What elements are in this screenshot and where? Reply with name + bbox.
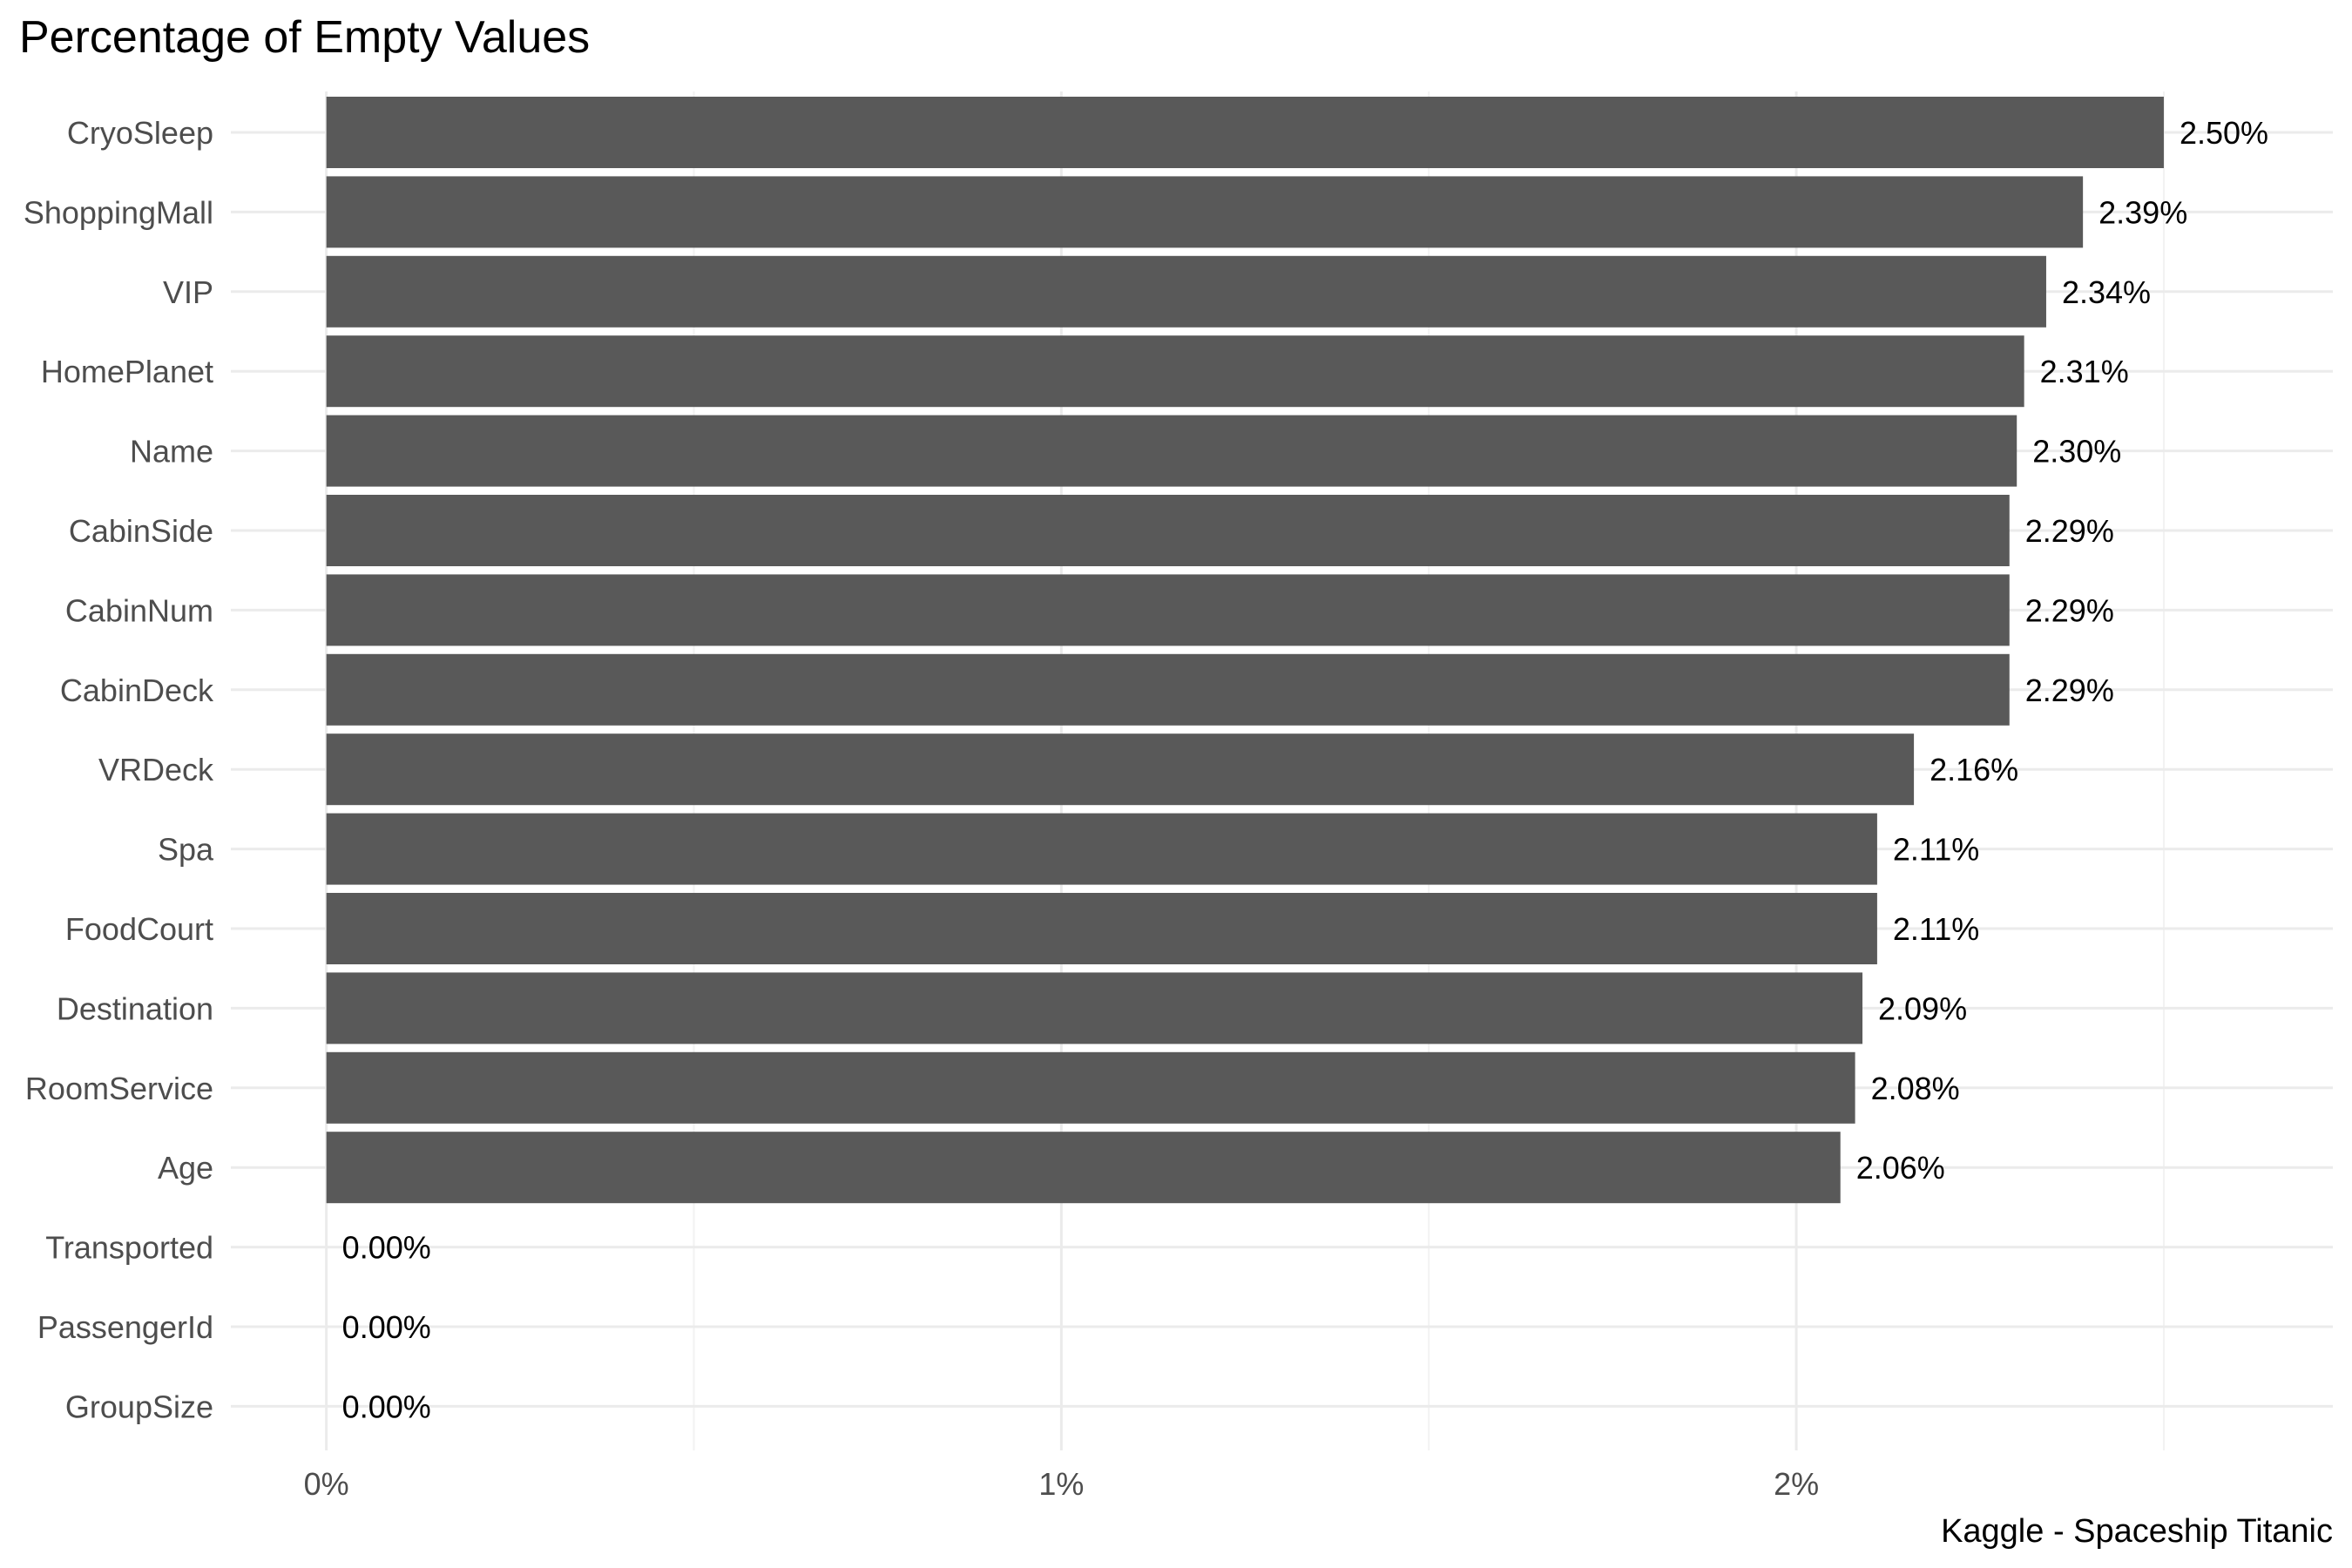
data-label: 2.06% (1856, 1150, 1945, 1186)
category-label: CabinDeck (60, 672, 214, 708)
bar-cabinside (326, 495, 2010, 566)
bar-spa (326, 813, 1877, 885)
category-label: CabinSide (69, 513, 213, 549)
category-label: Transported (45, 1230, 213, 1266)
bar-vrdeck (326, 733, 1915, 806)
data-label: 2.34% (2062, 274, 2151, 310)
data-label: 0.00% (342, 1230, 431, 1266)
category-label: VIP (163, 274, 213, 310)
x-tick-label: 1% (1038, 1466, 1084, 1502)
bar-cabinnum (326, 574, 2010, 646)
category-axis-labels: CryoSleep ShoppingMall VIP HomePlanet Name Ca… (24, 115, 214, 1424)
x-tick-label: 2% (1774, 1466, 1819, 1502)
category-label: RoomService (25, 1071, 213, 1106)
bar-cryosleep (326, 97, 2164, 168)
data-label: 2.39% (2099, 194, 2187, 230)
data-labels: 2.50% 2.39% 2.34% 2.31% 2.30% 2.29% 2.29% 2.29%… (342, 115, 2268, 1424)
data-label: 2.30% (2032, 434, 2121, 470)
data-label: 2.31% (2040, 354, 2129, 389)
data-label: 2.11% (1893, 832, 1979, 868)
data-label: 0.00% (342, 1309, 431, 1345)
bar-roomservice (326, 1051, 1855, 1124)
data-label: 0.00% (342, 1389, 431, 1424)
x-tick-label: 0% (304, 1466, 349, 1502)
bars (326, 97, 2164, 1204)
bar-cabindeck (326, 653, 2010, 726)
category-label: PassengerId (37, 1309, 213, 1345)
bar-destination (326, 972, 1863, 1044)
category-label: Name (130, 434, 213, 470)
chart-title: Percentage of Empty Values (19, 12, 590, 63)
data-label: 2.11% (1893, 911, 1979, 947)
data-label: 2.08% (1871, 1071, 1960, 1106)
bar-foodcourt (326, 893, 1877, 964)
category-label: HomePlanet (41, 354, 213, 389)
data-label: 2.29% (2025, 672, 2114, 708)
category-label: FoodCourt (65, 911, 213, 947)
value-axis-tick-labels: 0% 1% 2% (304, 1466, 1819, 1502)
data-label: 2.29% (2025, 592, 2114, 628)
data-label: 2.16% (1930, 752, 2018, 787)
bar-shoppingmall (326, 176, 2084, 248)
category-label: Destination (57, 990, 213, 1026)
category-label: VRDeck (98, 752, 214, 787)
bar-age (326, 1132, 1841, 1204)
category-label: GroupSize (65, 1389, 213, 1424)
bar-homeplanet (326, 335, 2024, 408)
category-label: Age (158, 1150, 213, 1186)
data-label: 2.50% (2180, 115, 2268, 151)
category-label: Spa (158, 832, 214, 868)
category-label: CryoSleep (67, 115, 213, 151)
data-label: 2.29% (2025, 513, 2114, 549)
chart-caption: Kaggle - Spaceship Titanic (1941, 1513, 2333, 1550)
category-label: CabinNum (65, 592, 213, 628)
category-label: ShoppingMall (24, 194, 213, 230)
data-label: 2.09% (1878, 990, 1967, 1026)
bar-name (326, 415, 2017, 487)
bar-vip (326, 255, 2046, 328)
